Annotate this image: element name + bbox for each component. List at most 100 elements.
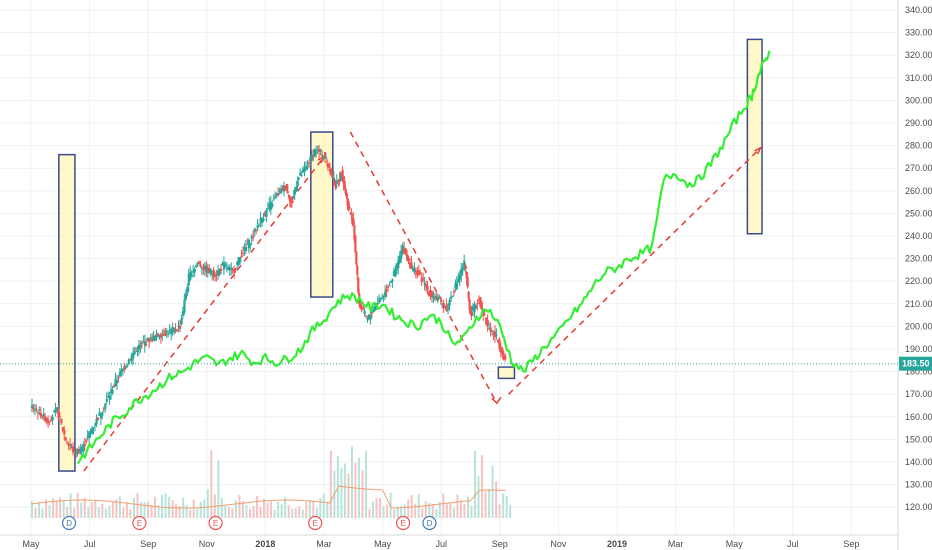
candle-body — [429, 289, 432, 295]
event-marker — [396, 515, 411, 531]
volume-bar — [83, 497, 86, 518]
candle-body — [408, 262, 412, 268]
volume-bar — [125, 501, 128, 518]
candle-body — [438, 297, 441, 299]
candle-body — [329, 169, 333, 174]
candle-body — [436, 297, 440, 301]
candle-body — [54, 408, 57, 412]
candle-body — [355, 251, 358, 265]
highlight-box — [497, 366, 516, 380]
candle-body — [137, 344, 141, 350]
x-tick-label: May — [22, 539, 40, 549]
candle-body — [464, 265, 467, 270]
volume-bar — [403, 504, 406, 518]
candle-body — [177, 325, 180, 327]
candle-body — [231, 268, 234, 271]
volume-bar — [241, 501, 244, 518]
y-tick-label: 170.00 — [905, 389, 932, 399]
y-tick-label: 190.00 — [905, 344, 932, 354]
candle-body — [457, 278, 460, 283]
candle-body — [474, 305, 478, 309]
event-marker-label: D — [66, 519, 72, 528]
event-marker — [308, 515, 323, 531]
event-marker-label: D — [427, 519, 433, 528]
candle-body — [302, 169, 305, 173]
candle-body — [496, 339, 500, 342]
candle-body — [239, 257, 242, 263]
volume-bar — [498, 504, 501, 518]
candle-body — [139, 344, 142, 348]
candle-body — [263, 212, 267, 216]
candle-body — [324, 157, 328, 159]
candle-body — [467, 291, 470, 299]
candle-body — [493, 331, 497, 337]
candle-body — [454, 283, 457, 289]
candle-body — [104, 403, 107, 410]
candle-body — [211, 274, 214, 276]
volume-bar — [59, 497, 62, 518]
candle-body — [261, 218, 264, 224]
overlay-line-series — [76, 50, 771, 465]
candle-body — [203, 265, 207, 270]
candle-body — [161, 333, 164, 335]
candle-body — [80, 447, 84, 452]
candle-body — [335, 180, 338, 184]
candle-body — [272, 198, 275, 200]
candle-body — [60, 418, 63, 424]
volume-bar — [365, 451, 368, 518]
volume-bar — [379, 497, 382, 518]
trend-line-dashed — [508, 147, 762, 395]
highlight-box — [58, 153, 76, 472]
candle-body — [477, 299, 481, 301]
candle-body — [420, 277, 423, 283]
candle-body — [333, 179, 336, 186]
candle-body — [189, 272, 192, 280]
volume-bar — [386, 504, 389, 518]
candle-body — [404, 248, 407, 254]
event-marker — [422, 515, 437, 531]
candle-body — [407, 257, 410, 261]
volume-bar — [474, 450, 477, 518]
volume-bar — [400, 505, 403, 518]
candle-body — [386, 286, 390, 289]
candle-body — [274, 196, 277, 198]
event-marker — [61, 515, 77, 531]
candle-body — [58, 416, 62, 418]
candle-body — [240, 255, 243, 258]
candle-body — [469, 307, 472, 313]
candle-body — [442, 303, 445, 309]
candle-body — [41, 415, 44, 418]
volume-bar — [393, 509, 396, 518]
candle-body — [93, 424, 97, 426]
candle-body — [388, 285, 391, 287]
volume-bar — [129, 509, 132, 518]
volume-bar — [252, 505, 255, 518]
candle-body — [227, 267, 230, 271]
candle-body — [117, 377, 120, 379]
candle-body — [224, 264, 227, 267]
candle-body — [413, 268, 416, 273]
annotations — [58, 38, 763, 472]
volume-bar — [322, 493, 325, 518]
candle-body — [149, 337, 152, 339]
volume-bar — [248, 508, 251, 518]
candle-body — [465, 272, 468, 279]
volume-bar — [463, 503, 466, 518]
candle-body — [126, 364, 129, 367]
candle-body — [452, 290, 456, 293]
volume-bar — [273, 509, 276, 518]
candle-body — [448, 300, 451, 306]
candle-body — [159, 334, 163, 338]
candle-body — [199, 265, 202, 268]
x-tick-label: Mar — [316, 539, 332, 549]
volume-bar — [280, 503, 283, 518]
candle-body — [426, 286, 429, 290]
candle-body — [491, 330, 494, 332]
candle-body — [389, 281, 393, 283]
candle-body — [45, 418, 48, 422]
volume-bar — [108, 505, 111, 518]
candle-body — [89, 430, 92, 434]
candle-body — [334, 185, 337, 189]
candle-body — [287, 194, 291, 198]
candle-body — [262, 218, 265, 221]
